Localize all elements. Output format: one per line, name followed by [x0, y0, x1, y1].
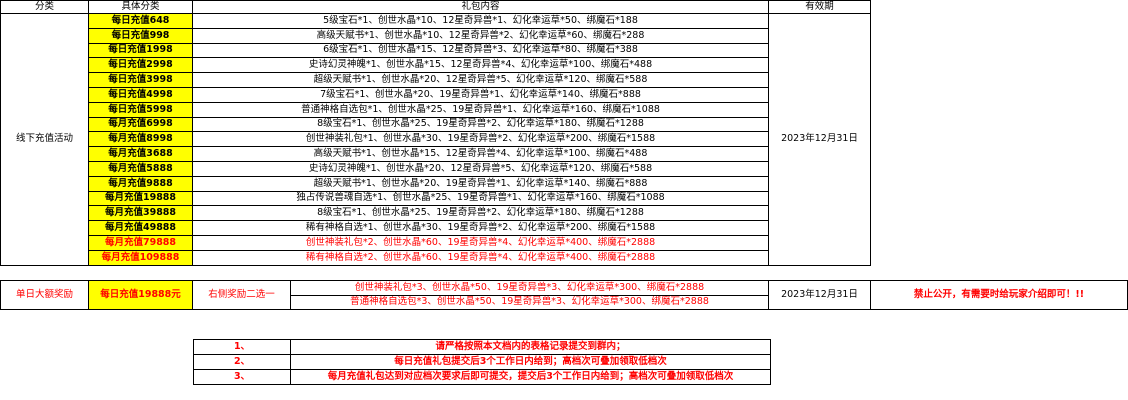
big-validity: 2023年12月31日 — [768, 280, 871, 310]
content-cell: 高级天赋书*1、创世水晶*10、12星奇异兽*2、幻化幸运草*60、绑魔石*28… — [192, 27, 769, 44]
content-cell: 史诗幻灵神魄*1、创世水晶*20、12星奇异兽*5、幻化幸运草*120、绑魔石*… — [192, 160, 769, 177]
gift-row: 每月充值9888 超级天赋书*1、创世水晶*20、19星奇异兽*1、幻化幸运草*1… — [1, 175, 871, 192]
content-cell: 普通神格自选包*1、创世水晶*25、19星奇异兽*1、幻化幸运草*160、绑魔石… — [192, 101, 769, 118]
content-cell: 超级天赋书*1、创世水晶*20、12星奇异兽*5、幻化幸运草*120、绑魔石*5… — [192, 72, 769, 88]
content-cell: 6级宝石*1、创世水晶*15、12星奇异兽*3、幻化幸运草*80、绑魔石*388 — [192, 42, 769, 59]
content-cell: 创世神装礼包*1、创世水晶*30、19星奇异兽*2、幻化幸运草*200、绑魔石*… — [192, 131, 769, 148]
header-row: 分类 具体分类 礼包内容 有效期 — [0, 0, 871, 14]
gift-row: 每月充值3688 高级天赋书*1、创世水晶*15、12星奇异兽*4、幻化幸运草*1… — [1, 146, 871, 162]
category-cell: 线下充值活动 — [0, 13, 89, 266]
big-option: 普通神格自选包*3、创世水晶*50、19星奇异兽*3、幻化幸运草*300、绑魔石… — [290, 294, 769, 310]
gift-row: 每日充值4998 7级宝石*1、创世水晶*20、19星奇异兽*1、幻化幸运草*14… — [1, 86, 871, 103]
content-cell: 5级宝石*1、创世水晶*10、12星奇异兽*1、幻化幸运草*50、绑魔石*188 — [192, 13, 769, 29]
gift-row: 每日充值5998 普通神格自选包*1、创世水晶*25、19星奇异兽*1、幻化幸运草… — [1, 101, 871, 118]
content-cell: 史诗幻灵神魄*1、创世水晶*15、12星奇异兽*4、幻化幸运草*100、绑魔石*… — [192, 57, 769, 74]
gift-row: 每月充值19888 独占传说兽魂自选*1、创世水晶*25、19星奇异兽*1、幻化幸… — [1, 190, 871, 207]
gift-row: 线下充值活动 每日充值648 5级宝石*1、创世水晶*10、12星奇异兽*1、幻化幸… — [0, 13, 871, 266]
tier-cell: 每日充值648 — [88, 13, 193, 29]
notes-table: 1、 请严格按照本文档内的表格记录提交到群内； 2、 每日充值礼包提交后3个工作日内给… — [193, 339, 771, 385]
tier-cell: 每日充值998 — [88, 27, 193, 44]
tier-cell: 每日充值5998 — [88, 101, 193, 118]
gift-row: 每月充值49888 稀有神格自选*1、创世水晶*30、19星奇异兽*2、幻化幸运草… — [1, 220, 871, 236]
tier-cell: 每月充值79888 — [88, 234, 193, 251]
tier-cell: 每月充值6998 — [88, 116, 193, 133]
notes-body: 1、 请严格按照本文档内的表格记录提交到群内； 2、 每日充值礼包提交后3个工作日内给… — [193, 339, 771, 385]
gift-row: 每日充值2998 史诗幻灵神魄*1、创世水晶*15、12星奇异兽*4、幻化幸运草*… — [1, 57, 871, 74]
gift-row: 每日充值3998 超级天赋书*1、创世水晶*20、12星奇异兽*5、幻化幸运草*1… — [1, 72, 871, 88]
tier-cell: 每月充值8998 — [88, 131, 193, 148]
gift-row: 每月充值79888 创世神装礼包*2、创世水晶*60、19星奇异兽*4、幻化幸运草… — [1, 234, 871, 251]
tier-cell: 每日充值4998 — [88, 86, 193, 103]
main-table: 分类 具体分类 礼包内容 有效期 线下充值活动 每日充值648 5级宝石*1、创世水… — [0, 0, 871, 266]
content-cell: 高级天赋书*1、创世水晶*15、12星奇异兽*4、幻化幸运草*100、绑魔石*4… — [192, 146, 769, 162]
note-text: 请严格按照本文档内的表格记录提交到群内； — [290, 339, 771, 355]
note-index: 3、 — [193, 369, 291, 385]
gift-row: 每月充值5888 史诗幻灵神魄*1、创世水晶*20、12星奇异兽*5、幻化幸运草*… — [1, 160, 871, 177]
content-cell: 独占传说兽魂自选*1、创世水晶*25、19星奇异兽*1、幻化幸运草*160、绑魔… — [192, 190, 769, 207]
validity-cell: 2023年12月31日 — [768, 13, 871, 266]
tier-cell: 每日充值1998 — [88, 42, 193, 59]
note-row: 1、 请严格按照本文档内的表格记录提交到群内； — [193, 339, 771, 355]
big-choice: 右侧奖励二选一 — [192, 280, 291, 310]
big-name: 每日充值19888元 — [88, 280, 193, 310]
tier-cell: 每月充值9888 — [88, 175, 193, 192]
content-cell: 8级宝石*1、创世水晶*25、19星奇异兽*2、幻化幸运草*180、绑魔石*12… — [192, 116, 769, 133]
content-cell: 稀有神格自选*1、创世水晶*30、19星奇异兽*2、幻化幸运草*200、绑魔石*… — [192, 220, 769, 236]
tier-cell: 每月充值49888 — [88, 220, 193, 236]
tier-cell: 每月充值5888 — [88, 160, 193, 177]
content-cell: 稀有神格自选*2、创世水晶*60、19星奇异兽*4、幻化幸运草*400、绑魔石*… — [192, 249, 769, 266]
note-text: 每月充值礼包达到对应档次要求后即可提交，提交后3个工作日内给到；高档次可叠加领取… — [290, 369, 771, 385]
tier-cell: 每月充值19888 — [88, 190, 193, 207]
gift-row: 每日充值998 高级天赋书*1、创世水晶*10、12星奇异兽*2、幻化幸运草*60… — [1, 27, 871, 44]
gift-row: 每月充值8998 创世神装礼包*1、创世水晶*30、19星奇异兽*2、幻化幸运草*… — [1, 131, 871, 148]
gift-row: 每日充值1998 6级宝石*1、创世水晶*15、12星奇异兽*3、幻化幸运草*80… — [1, 42, 871, 59]
header-cell: 分类 — [0, 0, 89, 14]
gift-row: 每月充值39888 8级宝石*1、创世水晶*25、19星奇异兽*2、幻化幸运草*1… — [1, 205, 871, 222]
note-index: 1、 — [193, 339, 291, 355]
gift-row: 每月充值6998 8级宝石*1、创世水晶*25、19星奇异兽*2、幻化幸运草*18… — [1, 116, 871, 133]
note-index: 2、 — [193, 354, 291, 370]
note-row: 3、 每月充值礼包达到对应档次要求后即可提交，提交后3个工作日内给到；高档次可叠加… — [193, 369, 771, 385]
gift-row: 每月充值109888 稀有神格自选*2、创世水晶*60、19星奇异兽*4、幻化幸运… — [1, 249, 871, 266]
big-table: 单日大额奖励 每日充值19888元 右侧奖励二选一 创世神装礼包*3、创世水晶*… — [0, 280, 1128, 310]
note-text: 每日充值礼包提交后3个工作日内给到；高档次可叠加领取低档次 — [290, 354, 771, 370]
tier-cell: 每日充值2998 — [88, 57, 193, 74]
big-row: 单日大额奖励 每日充值19888元 右侧奖励二选一 创世神装礼包*3、创世水晶*… — [0, 280, 1128, 310]
main-table-body: 分类 具体分类 礼包内容 有效期 线下充值活动 每日充值648 5级宝石*1、创世水… — [0, 0, 871, 266]
tier-cell: 每日充值3998 — [88, 72, 193, 88]
note-row: 2、 每日充值礼包提交后3个工作日内给到；高档次可叠加领取低档次 — [193, 354, 771, 370]
content-cell: 超级天赋书*1、创世水晶*20、19星奇异兽*1、幻化幸运草*140、绑魔石*8… — [192, 175, 769, 192]
content-cell: 创世神装礼包*2、创世水晶*60、19星奇异兽*4、幻化幸运草*400、绑魔石*… — [192, 234, 769, 251]
big-note: 禁止公开，有需要时给玩家介绍即可！!! — [870, 280, 1128, 310]
header-cell: 具体分类 — [88, 0, 193, 14]
big-row: 普通神格自选包*3、创世水晶*50、19星奇异兽*3、幻化幸运草*300、绑魔石… — [1, 294, 1128, 310]
tier-cell: 每月充值3688 — [88, 146, 193, 162]
header-cell: 有效期 — [768, 0, 871, 14]
header-cell: 礼包内容 — [192, 0, 769, 14]
big-option: 创世神装礼包*3、创世水晶*50、19星奇异兽*3、幻化幸运草*300、绑魔石*… — [290, 280, 769, 296]
content-cell: 7级宝石*1、创世水晶*20、19星奇异兽*1、幻化幸运草*140、绑魔石*88… — [192, 86, 769, 103]
tier-cell: 每月充值39888 — [88, 205, 193, 222]
content-cell: 8级宝石*1、创世水晶*25、19星奇异兽*2、幻化幸运草*180、绑魔石*12… — [192, 205, 769, 222]
tier-cell: 每月充值109888 — [88, 249, 193, 266]
big-category: 单日大额奖励 — [0, 280, 89, 310]
